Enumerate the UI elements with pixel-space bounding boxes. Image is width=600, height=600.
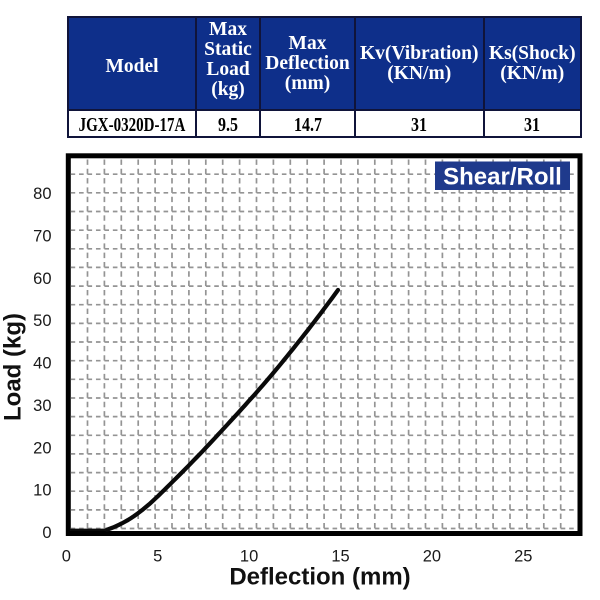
svg-text:Shear/Roll: Shear/Roll (443, 163, 562, 190)
svg-text:5: 5 (153, 548, 162, 566)
svg-text:20: 20 (423, 548, 441, 566)
svg-text:70: 70 (33, 228, 51, 246)
svg-text:0: 0 (62, 548, 71, 566)
svg-text:80: 80 (33, 185, 51, 203)
svg-text:40: 40 (33, 355, 51, 373)
svg-text:15: 15 (331, 548, 349, 566)
svg-text:20: 20 (33, 439, 51, 457)
svg-text:Deflection (mm): Deflection (mm) (229, 564, 410, 591)
svg-text:10: 10 (240, 548, 258, 566)
svg-text:30: 30 (33, 397, 51, 415)
svg-text:60: 60 (33, 270, 51, 288)
svg-text:10: 10 (33, 482, 51, 500)
svg-text:50: 50 (33, 312, 51, 330)
svg-text:0: 0 (42, 524, 51, 542)
svg-text:25: 25 (514, 548, 532, 566)
svg-text:Load (kg): Load (kg) (0, 313, 27, 421)
